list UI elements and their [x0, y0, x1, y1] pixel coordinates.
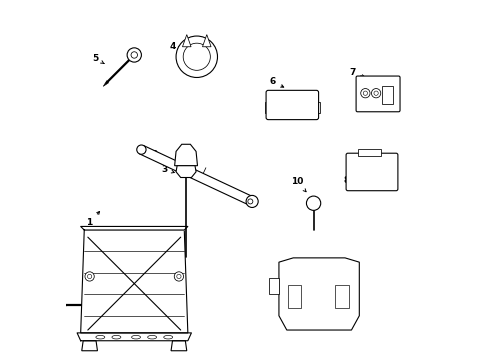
Text: 3: 3	[162, 165, 174, 174]
Circle shape	[363, 91, 368, 95]
Polygon shape	[269, 278, 279, 294]
Bar	[288, 285, 301, 308]
Polygon shape	[140, 145, 254, 206]
Polygon shape	[81, 226, 188, 230]
Circle shape	[248, 199, 253, 204]
Bar	[382, 86, 393, 104]
Circle shape	[85, 272, 94, 281]
Polygon shape	[182, 35, 191, 47]
Polygon shape	[77, 333, 192, 341]
Text: 9: 9	[271, 279, 286, 288]
Bar	[335, 285, 348, 308]
Text: 6: 6	[270, 77, 284, 87]
Circle shape	[174, 272, 184, 281]
Ellipse shape	[132, 336, 141, 339]
Bar	[265, 102, 269, 113]
Text: 10: 10	[291, 177, 306, 192]
Circle shape	[131, 52, 138, 58]
Bar	[358, 149, 381, 156]
Polygon shape	[176, 166, 196, 177]
FancyBboxPatch shape	[346, 153, 398, 191]
Circle shape	[361, 89, 370, 98]
Ellipse shape	[96, 336, 105, 339]
Circle shape	[127, 48, 142, 62]
Text: 1: 1	[86, 211, 99, 228]
Circle shape	[177, 274, 181, 279]
Text: 7: 7	[349, 68, 365, 77]
Polygon shape	[279, 258, 359, 330]
Ellipse shape	[112, 336, 121, 339]
Text: 4: 4	[170, 41, 181, 50]
Circle shape	[246, 195, 258, 207]
Bar	[316, 102, 320, 113]
Circle shape	[371, 89, 381, 98]
Circle shape	[88, 274, 92, 279]
Circle shape	[374, 91, 378, 95]
Circle shape	[183, 43, 210, 70]
Circle shape	[306, 196, 321, 210]
Polygon shape	[81, 230, 188, 333]
Text: 8: 8	[343, 176, 356, 185]
Polygon shape	[202, 35, 211, 47]
Ellipse shape	[164, 336, 172, 339]
Text: 5: 5	[93, 54, 104, 64]
Text: 2: 2	[151, 150, 164, 160]
Polygon shape	[103, 81, 109, 86]
Circle shape	[176, 36, 218, 77]
Polygon shape	[171, 341, 187, 351]
Circle shape	[137, 145, 146, 154]
FancyBboxPatch shape	[356, 76, 400, 112]
Polygon shape	[82, 341, 98, 351]
Polygon shape	[174, 144, 197, 166]
FancyBboxPatch shape	[266, 90, 318, 120]
Ellipse shape	[147, 336, 157, 339]
